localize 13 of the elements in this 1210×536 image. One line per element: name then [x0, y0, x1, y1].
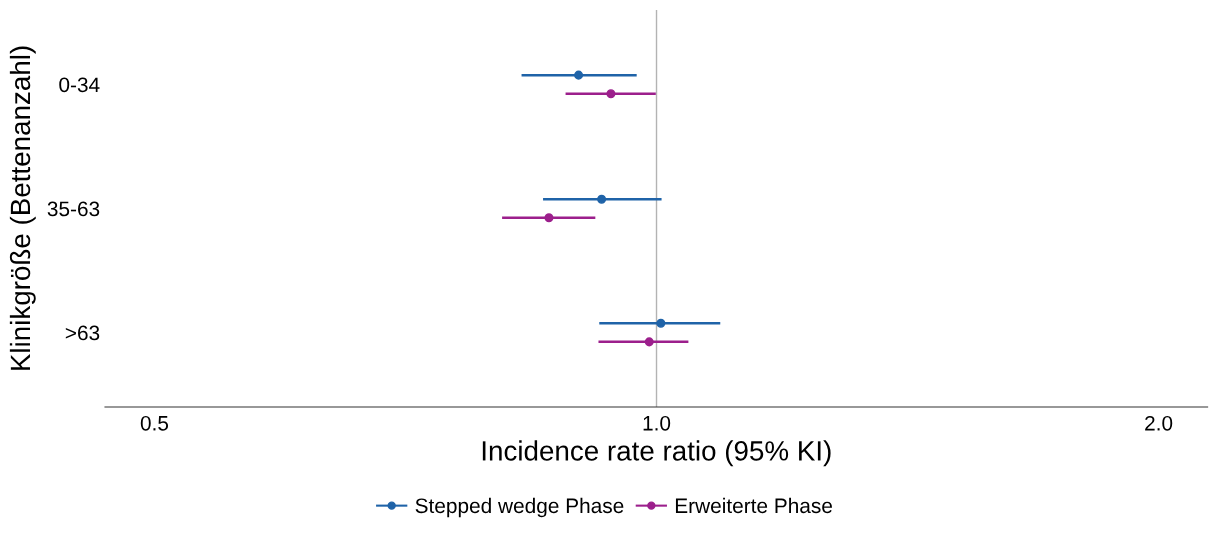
legend-label: Erweiterte Phase [675, 497, 832, 514]
legend-label: Stepped wedge Phase [415, 497, 624, 518]
y-tick-label: 0-34 [59, 77, 100, 93]
y-tick-label: >63 [65, 325, 100, 341]
x-tick-label: 2.0 [1145, 415, 1173, 431]
point [574, 70, 584, 80]
y-tick-label: 35-63 [47, 201, 100, 217]
y-axis-title: Klinikgröße (Bettenanzahl) [9, 46, 36, 370]
x-tick-label: 0.5 [140, 415, 169, 431]
point [597, 194, 607, 204]
point [656, 318, 666, 328]
x-axis-title: Incidence rate ratio (95% KI) [482, 440, 831, 467]
x-tick-label: 1.0 [643, 415, 671, 431]
